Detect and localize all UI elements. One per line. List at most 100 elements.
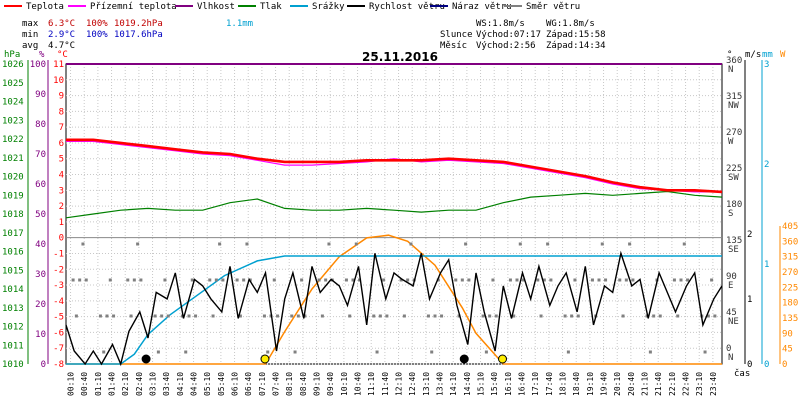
wind-direction-dot — [467, 278, 471, 282]
wind-direction-dot — [187, 314, 191, 318]
wind-direction-dot — [184, 350, 188, 354]
legend-label: Srážky — [312, 2, 345, 12]
tick-degc: 5 — [59, 155, 64, 165]
tick-hpa: 1016 — [2, 248, 24, 258]
tick-x: 07:10 — [258, 372, 267, 396]
sun-marker — [498, 354, 508, 364]
wind-direction-dot — [166, 314, 170, 318]
tick-hpa: 1012 — [2, 323, 24, 333]
tick-dir-deg: 90 — [726, 272, 737, 282]
tick-x: 22:40 — [682, 372, 691, 396]
wind-direction-dot — [126, 278, 130, 282]
wind-direction-dot — [266, 350, 270, 354]
tick-x: 11:40 — [381, 372, 390, 396]
tick-x: 08:40 — [299, 372, 308, 396]
wind-direction-dot — [242, 278, 246, 282]
wind-direction-dot — [78, 278, 82, 282]
tick-ms: 0 — [747, 360, 752, 370]
tick-w: 135 — [782, 314, 798, 324]
tick-dir-deg: 135 — [726, 236, 742, 246]
legend-label: Tlak — [260, 2, 282, 12]
tick-x: 05:40 — [217, 372, 226, 396]
tick-dir-label: SE — [728, 245, 739, 255]
wind-direction-dot — [238, 314, 242, 318]
wind-direction-dot — [194, 314, 198, 318]
tick-x: 13:10 — [422, 372, 431, 396]
wind-direction-dot — [426, 314, 430, 318]
wind-direction-dot — [518, 242, 522, 246]
wind-direction-dot — [303, 314, 307, 318]
unit-ms: m/s — [745, 50, 761, 60]
series-temperature-line — [66, 138, 723, 194]
stat-max-hum: 100% — [86, 19, 108, 29]
wind-direction-dot — [156, 350, 160, 354]
tick-dir-label: NE — [728, 317, 739, 327]
wind-direction-dot — [454, 278, 458, 282]
stat-min-press: 1017.6hPa — [114, 30, 163, 40]
legend-label: Náraz větru — [452, 2, 512, 12]
tick-x: 17:10 — [531, 372, 540, 396]
legend-label: Rychlost větru — [369, 2, 445, 12]
wind-direction-dot — [406, 278, 410, 282]
legend: Teplota Přízemní teplota Vlhkost Tlak Srážky… — [4, 2, 580, 12]
tick-x: 12:40 — [408, 372, 417, 396]
wind-direction-dot — [515, 278, 519, 282]
wind-direction-dot — [682, 242, 686, 246]
stat-min-label: min — [22, 30, 38, 40]
wind-direction-dot — [129, 314, 133, 318]
wind-direction-dot — [102, 350, 106, 354]
wind-direction-dot — [132, 278, 136, 282]
tick-x: 06:10 — [231, 372, 240, 396]
tick-dir-label: N — [728, 353, 733, 363]
wind-direction-dot — [433, 314, 437, 318]
tick-x: 05:10 — [203, 372, 212, 396]
moon-label: Měsíc — [440, 41, 467, 51]
wind-direction-dot — [676, 314, 680, 318]
wind-direction-dot — [494, 314, 498, 318]
sun-marker — [260, 354, 270, 364]
tick-hpa: 1019 — [2, 191, 24, 201]
tick-hpa: 1020 — [2, 173, 24, 183]
tick-degc: -7 — [53, 344, 64, 354]
wind-direction-dot — [235, 278, 239, 282]
wind-direction-dot — [98, 314, 102, 318]
unit-hpa: hPa — [4, 50, 20, 60]
wind-direction-dot — [576, 314, 580, 318]
tick-pct: 90 — [35, 90, 46, 100]
tick-degc: 6 — [59, 139, 64, 149]
wind-direction-dot — [460, 278, 464, 282]
wind-direction-dot — [139, 278, 143, 282]
wind-direction-dot — [290, 314, 294, 318]
tick-degc: -8 — [53, 360, 64, 370]
tick-x: 15:10 — [477, 372, 486, 396]
tick-w: 270 — [782, 268, 798, 278]
wind-direction-dot — [84, 278, 88, 282]
tick-x: 07:40 — [272, 372, 281, 396]
series-ground-temp-line — [66, 140, 722, 193]
stats-block: max 6.3°C 100% 1019.2hPa 1.1mm min 2.9°C… — [22, 19, 606, 51]
wind-direction-dot — [108, 278, 112, 282]
wind-direction-dot — [710, 278, 714, 282]
tick-ms: 2 — [747, 230, 752, 240]
tick-x: 10:10 — [340, 372, 349, 396]
tick-mm: 3 — [764, 60, 769, 70]
tick-degc: -5 — [53, 313, 64, 323]
plot-frame — [65, 63, 723, 365]
tick-pct: 100 — [30, 60, 46, 70]
tick-hpa: 1021 — [2, 154, 24, 164]
tick-dir-label: SW — [728, 173, 739, 183]
wind-direction-dot — [536, 278, 540, 282]
tick-x: 11:10 — [367, 372, 376, 396]
tick-dir-deg: 0 — [726, 344, 731, 354]
tick-x: 19:10 — [586, 372, 595, 396]
stat-max-temp: 6.3°C — [48, 19, 75, 29]
wind-direction-dot — [624, 278, 628, 282]
stat-max-label: max — [22, 19, 39, 29]
wind-direction-dot — [512, 314, 516, 318]
wind-direction-dot — [74, 314, 78, 318]
wind-direction-dot — [372, 314, 376, 318]
tick-x: 06:40 — [244, 372, 253, 396]
tick-x: 03:10 — [149, 372, 158, 396]
wind-direction-dot — [658, 314, 662, 318]
wind-direction-dot — [618, 278, 622, 282]
